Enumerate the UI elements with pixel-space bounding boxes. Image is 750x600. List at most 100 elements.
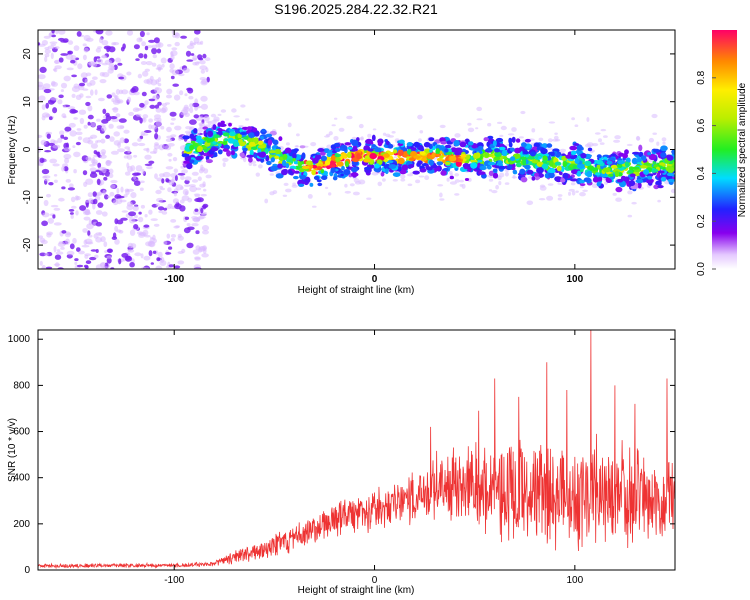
noise-blob (103, 176, 108, 181)
ridge-blob (587, 147, 593, 152)
ridge-blob (257, 140, 264, 146)
noise-blob (95, 210, 103, 215)
noise-blob (90, 249, 97, 252)
ridge-halo-blob (454, 193, 460, 196)
noise-blob (163, 240, 168, 245)
noise-blob (170, 122, 175, 125)
noise-blob (100, 236, 106, 243)
noise-blob (151, 44, 158, 49)
noise-blob (135, 165, 143, 172)
ridge-blob (546, 143, 553, 148)
noise-blob (39, 260, 43, 266)
ridge-blob (413, 155, 421, 160)
ridge-halo-blob (612, 192, 617, 196)
noise-blob (50, 97, 58, 101)
noise-blob (39, 157, 45, 163)
ridge-blob (266, 160, 272, 166)
ridge-blob (570, 150, 577, 156)
noise-blob (85, 241, 94, 245)
ridge-blob (340, 173, 344, 177)
noise-blob (114, 225, 118, 232)
ridge-halo-blob (206, 121, 210, 124)
noise-blob (89, 167, 97, 172)
noise-blob (173, 94, 181, 101)
noise-blob (67, 106, 76, 110)
noise-blob (111, 107, 119, 111)
ridge-blob (521, 142, 527, 148)
ridge-halo-blob (418, 175, 425, 178)
ridge-blob (495, 165, 500, 169)
noise-blob (158, 210, 163, 214)
ridge-blob (363, 159, 371, 163)
noise-blob (46, 193, 51, 198)
ridge-blob (460, 153, 467, 158)
ridge-halo-blob (446, 177, 450, 182)
ridge-blob (330, 155, 337, 161)
ridge-blob (560, 178, 566, 183)
ridge-blob (454, 147, 463, 152)
ridge-blob (195, 138, 204, 143)
ridge-halo-blob (670, 188, 675, 194)
ridge-blob (253, 130, 260, 137)
snr-frame (37, 329, 676, 571)
noise-blob (58, 57, 64, 63)
noise-blob (53, 174, 58, 177)
colorbar-tick-label: 0.2 (696, 214, 707, 228)
noise-blob (177, 172, 186, 176)
noise-blob (55, 251, 64, 255)
noise-blob (195, 187, 202, 191)
noise-blob (106, 46, 110, 53)
ridge-halo-blob (511, 127, 517, 132)
ridge-blob (467, 141, 474, 146)
ridge-blob (549, 151, 555, 157)
noise-blob (200, 103, 208, 110)
noise-blob (149, 151, 157, 154)
ridge-halo-blob (538, 198, 546, 201)
noise-blob (54, 254, 62, 260)
noise-blob (132, 205, 139, 212)
ridge-blob (444, 148, 449, 153)
ridge-halo-blob (352, 191, 360, 196)
noise-blob (73, 151, 81, 158)
noise-blob (141, 168, 145, 175)
ridge-halo-blob (526, 200, 534, 206)
ridge-blob (383, 153, 390, 158)
ridge-halo-blob (393, 156, 398, 159)
noise-blob (102, 108, 107, 115)
noise-blob (119, 137, 126, 144)
snr-data (38, 330, 675, 570)
noise-blob (106, 160, 113, 164)
ridge-blob (336, 161, 344, 167)
noise-blob (111, 92, 116, 97)
noise-blob (108, 123, 114, 129)
ridge-blob (575, 149, 583, 155)
ridge-blob (294, 170, 300, 174)
ridge-halo-blob (382, 178, 386, 182)
noise-blob (116, 99, 124, 104)
noise-blob (153, 223, 160, 227)
noise-blob (97, 46, 102, 49)
ridge-blob (631, 166, 640, 170)
ridge-blob (301, 165, 310, 170)
ridge-blob (470, 162, 478, 169)
ridge-halo-blob (554, 132, 558, 135)
ridge-blob (246, 154, 254, 158)
noise-blob (101, 167, 107, 174)
ridge-blob (321, 175, 328, 180)
ridge-halo-blob (614, 135, 621, 140)
ridge-halo-blob (210, 113, 217, 118)
noise-blob (160, 256, 165, 263)
ridge-blob (212, 141, 216, 145)
noise-blob (40, 139, 47, 146)
noise-blob (63, 75, 71, 82)
ridge-halo-blob (312, 205, 317, 208)
noise-blob (44, 150, 52, 153)
ridge-blob (419, 151, 426, 156)
ridge-halo-blob (499, 134, 504, 137)
ridge-halo-blob (553, 135, 559, 140)
noise-blob (138, 233, 145, 238)
ridge-blob (408, 164, 415, 168)
ridge-blob (229, 131, 236, 137)
noise-blob (184, 93, 188, 97)
noise-blob (43, 88, 52, 94)
